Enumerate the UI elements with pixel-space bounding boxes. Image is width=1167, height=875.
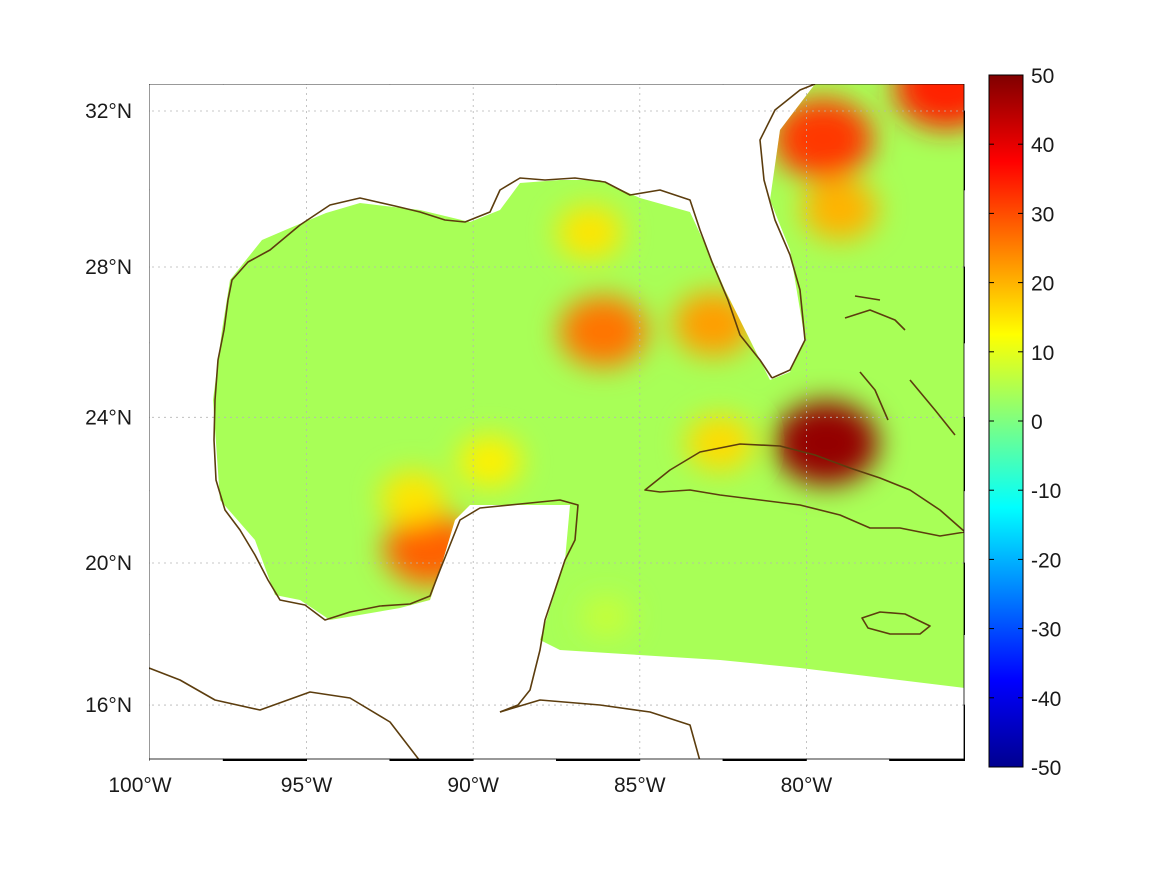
map-layers	[149, 84, 965, 761]
frame-segment	[963, 266, 965, 344]
graticule	[149, 84, 965, 761]
colorbar-tick-label: -40	[1031, 688, 1061, 711]
coastline-honduras	[499, 699, 701, 761]
data-field	[213, 84, 965, 688]
frame-segment	[963, 416, 965, 492]
hotspot-atlantic-north-streak	[801, 178, 878, 241]
axis-labels: 100°W 95°W 90°W 85°W 80°W 32°N 28°N 24°N 20°N 16°…	[85, 100, 832, 797]
frame-segment	[722, 758, 807, 761]
frame-segment	[149, 758, 224, 761]
frame-segment	[149, 634, 150, 706]
frame-segment	[149, 110, 150, 191]
hotspot-central-gulf-high	[559, 295, 648, 368]
coastline-cuba	[644, 443, 965, 537]
colorbar-tick-label: 10	[1031, 342, 1054, 365]
colorbar-tick-label: -30	[1031, 619, 1061, 642]
lat-tick-label: 28°N	[85, 256, 132, 279]
frame-segment	[149, 266, 150, 344]
hotspot-atlantic-ne-corner	[894, 84, 965, 130]
lat-tick-label: 32°N	[85, 100, 132, 123]
frame-segment	[149, 704, 150, 761]
frame-segment	[963, 490, 965, 564]
frame-segment	[963, 704, 965, 761]
hotspot-florida-shelf-high	[673, 291, 754, 357]
frame-segment	[963, 84, 965, 112]
frame-segment	[639, 84, 724, 85]
colorbar-tick-label: 0	[1031, 411, 1043, 434]
lat-tick-label: 16°N	[85, 694, 132, 717]
frame-segment	[222, 84, 308, 85]
coastline-florida-east	[759, 84, 816, 379]
hotspots	[380, 84, 965, 638]
hotspot-florida-keys-high	[774, 401, 879, 486]
colorbar-tick-label: -50	[1031, 757, 1061, 780]
coastline-bahamas	[844, 295, 956, 436]
frame-segment	[149, 84, 150, 112]
frame-segment	[472, 758, 557, 761]
frame-segment	[889, 758, 965, 761]
frame-segment	[963, 634, 965, 706]
colorbar-gradient	[988, 74, 1024, 768]
colorbar-tick-label: 30	[1031, 203, 1054, 226]
frame-segment	[963, 562, 965, 635]
lat-tick-label: 20°N	[85, 552, 132, 575]
frame-segment	[722, 84, 807, 85]
hotspot-central-gulf-north-lobe	[556, 205, 623, 260]
lon-tick-label: 85°W	[614, 774, 666, 797]
frame-segment	[806, 758, 891, 761]
colorbar-ticks: 50 40 30 20 10 0 -10 -20 -30 -40 -50	[989, 65, 1061, 780]
frame-segment	[963, 189, 965, 268]
frame-segment	[639, 758, 724, 761]
map-frame	[149, 84, 965, 761]
colorbar-tick-label: -10	[1031, 480, 1061, 503]
hotspot-cuba-west-high	[685, 415, 754, 471]
frame-segment	[963, 110, 965, 191]
frame-segment	[306, 758, 391, 761]
colorbar-tick-label: -20	[1031, 549, 1061, 572]
lon-tick-label: 80°W	[781, 774, 833, 797]
frame-segment	[889, 84, 965, 85]
hotspot-cayman-west	[581, 596, 632, 638]
coastline-jamaica	[861, 611, 931, 635]
lon-tick-label: 95°W	[281, 774, 333, 797]
frame-segment	[472, 84, 557, 85]
frame-segment	[389, 84, 474, 85]
frame-segment	[806, 84, 891, 85]
frame-segment	[306, 84, 391, 85]
frame-segment	[149, 562, 150, 635]
hotspot-campeche-high	[383, 511, 476, 586]
colorbar-tick-label: 20	[1031, 273, 1054, 296]
frame-segment	[963, 342, 965, 418]
lon-tick-label: 90°W	[447, 774, 499, 797]
coastline-central-america	[149, 667, 421, 761]
coastline-mexico-gulf	[213, 299, 579, 713]
colorbar: 50 40 30 20 10 0 -10 -20 -30 -40 -50	[988, 65, 1061, 780]
hotspot-campeche-north	[380, 471, 447, 525]
frame-segment	[149, 189, 150, 268]
colorbar-tick-label: 50	[1031, 65, 1054, 88]
frame-segment	[149, 342, 150, 418]
frame-segment	[556, 84, 641, 85]
frame-segment	[149, 416, 150, 492]
coastlines	[149, 84, 965, 761]
frame-segment	[389, 758, 474, 761]
colorbar-tick-label: 40	[1031, 134, 1054, 157]
frame-segment	[556, 758, 641, 761]
frame-segment	[222, 758, 308, 761]
coastline-gulf-north	[227, 177, 773, 379]
frame-segment	[149, 84, 224, 85]
lat-tick-label: 24°N	[85, 406, 132, 429]
hotspot-atlantic-north-high	[773, 98, 874, 180]
hotspot-yucatan-north-strip	[457, 435, 522, 488]
lon-tick-label: 100°W	[108, 774, 171, 797]
frame-segment	[149, 490, 150, 564]
